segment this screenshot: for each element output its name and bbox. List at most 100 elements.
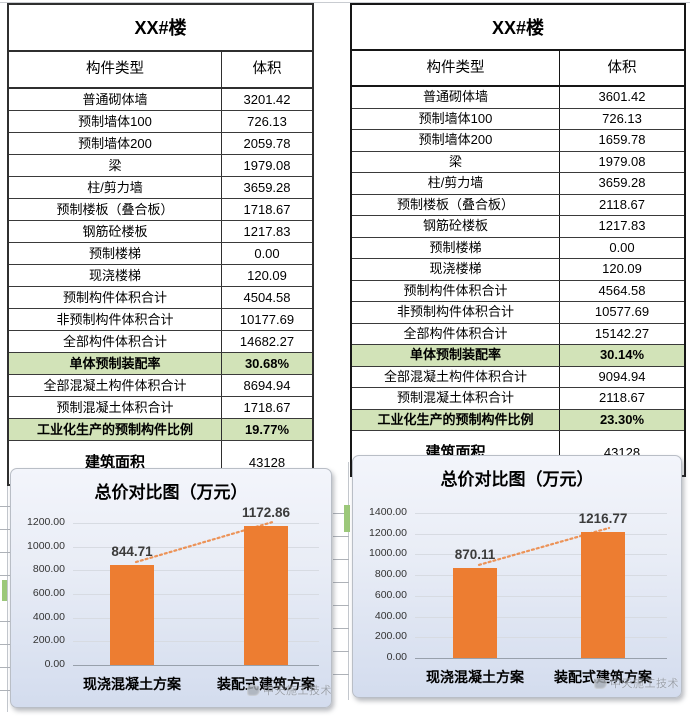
bar-value-label: 844.71: [111, 544, 153, 560]
row-label: 单体预制装配率: [352, 345, 560, 366]
chart-bar: [581, 531, 625, 658]
y-axis-tick-label: 600.00: [374, 588, 407, 601]
sheet-gridline-fragment: [0, 690, 10, 691]
bar-value-label: 870.11: [454, 546, 496, 562]
sheet-gridline-fragment: [0, 667, 10, 668]
row-label: 钢筋砼楼板: [9, 221, 222, 242]
table-body: 普通砌体墙 3201.42 预制墙体100 726.13 预制墙体200 2059.78 梁…: [9, 89, 312, 484]
table-title: XX#楼: [9, 5, 312, 52]
volume-table-right: XX#楼 构件类型 体积 普通砌体墙 3601.42 预制墙体100 726.13 预制…: [350, 3, 686, 477]
row-label: 建筑面积: [9, 441, 222, 484]
row-label: 预制墙体100: [9, 111, 222, 132]
chart-plot-area: 1400.00 1200.00 1000.00 800.00 600.00 400.00 2…: [353, 456, 681, 697]
gridline: [415, 595, 667, 597]
y-axis-tick-label: 800.00: [32, 563, 65, 576]
chart-bar: [110, 565, 154, 665]
row-value: 30.14%: [599, 347, 645, 362]
watermark-logo-icon: [247, 684, 260, 696]
row-value: 120.09: [602, 261, 642, 276]
table-row: 单体预制装配率 30.68%: [9, 353, 312, 375]
table-body: 普通砌体墙 3601.42 预制墙体100 726.13 预制墙体200 1659.78 梁…: [352, 87, 684, 475]
sheet-gridline-fragment: [333, 536, 349, 537]
sheet-gridline: [7, 466, 8, 712]
row-label: 预制混凝土体积合计: [352, 388, 560, 409]
table-row: 预制墙体100 726.13: [352, 108, 684, 130]
y-axis-tick-label: 400.00: [32, 610, 65, 623]
sheet-gridline-fragment: [333, 605, 349, 606]
row-value: 726.13: [247, 114, 287, 129]
table-row: 柱/剪力墙 3659.28: [352, 173, 684, 195]
table-row: 预制构件体积合计 4504.58: [9, 287, 312, 309]
bar-value-label: 1216.77: [578, 510, 628, 526]
sheet-gridline-fragment: [0, 575, 10, 576]
sheet-gridline-fragment: [333, 651, 349, 652]
table-row: 预制楼板（叠合板） 2118.67: [352, 194, 684, 216]
row-label: 现浇楼梯: [352, 259, 560, 280]
row-label: 预制构件体积合计: [9, 287, 222, 308]
sheet-gridline-fragment: [333, 559, 349, 560]
sheet-gridline-fragment: [333, 582, 349, 583]
row-label: 普通砌体墙: [352, 87, 560, 108]
row-value: 3601.42: [598, 89, 646, 104]
table-row: 梁 1979.08: [352, 151, 684, 173]
table-row: 非预制构件体积合计 10577.69: [352, 302, 684, 324]
table-row: 预制构件体积合计 4564.58: [352, 280, 684, 302]
x-axis-category-label: 装配式建筑方案: [217, 676, 315, 692]
row-value: 19.77%: [244, 422, 290, 437]
row-label: 预制墙体100: [352, 108, 560, 129]
row-value: 43128: [248, 455, 286, 470]
row-value: 10577.69: [594, 304, 650, 319]
watermark: 中天施工技术: [594, 675, 679, 691]
row-value: 15142.27: [594, 325, 650, 341]
row-label: 梁: [352, 151, 560, 172]
row-label: 钢筋砼楼板: [352, 216, 560, 237]
sheet-gridline: [348, 462, 349, 700]
table-row: 预制墙体200 2059.78: [9, 133, 312, 155]
watermark-text: 中天施工技术: [263, 685, 332, 697]
chart-bar: [244, 526, 288, 665]
row-value: 3201.42: [243, 92, 291, 107]
y-axis-tick-label: 1000.00: [369, 547, 407, 560]
table-row: 非预制构件体积合计 10177.69: [9, 309, 312, 331]
row-label: 现浇楼梯: [9, 265, 222, 286]
table-row: 预制楼梯 0.00: [9, 243, 312, 265]
sheet-gridline-fragment: [0, 506, 10, 507]
price-comparison-chart-right: 总价对比图（万元） 1400.00 1200.00 1000.00 800.00 600…: [352, 455, 682, 698]
row-value: 1217.83: [243, 224, 291, 239]
sheet-gridline-fragment: [333, 513, 349, 514]
table-row: 普通砌体墙 3601.42: [352, 87, 684, 109]
gridline: [73, 570, 319, 572]
y-axis-tick-label: 0.00: [44, 658, 65, 670]
table-row: 柱/剪力墙 3659.28: [9, 177, 312, 199]
row-value: 0.00: [254, 246, 280, 261]
row-label: 全部混凝土构件体积合计: [9, 375, 222, 396]
row-label: 梁: [9, 155, 222, 176]
row-value: 1979.08: [243, 158, 291, 173]
table-row: 预制混凝土体积合计 1718.67: [9, 397, 312, 419]
x-axis-category-label: 装配式建筑方案: [554, 669, 652, 685]
gridline: [73, 641, 319, 643]
table-row: 钢筋砼楼板 1217.83: [352, 216, 684, 238]
volume-table-left: XX#楼 构件类型 体积 普通砌体墙 3201.42 预制墙体100 726.13 预制…: [7, 3, 314, 486]
row-value: 2118.67: [598, 390, 646, 405]
table-row: 现浇楼梯 120.09: [9, 265, 312, 287]
row-value: 30.68%: [244, 356, 290, 371]
table-row: 全部构件体积合计 14682.27: [9, 331, 312, 353]
chart-bar: [453, 567, 497, 658]
row-label: 预制楼板（叠合板）: [9, 199, 222, 220]
table-row: 梁 1979.08: [9, 155, 312, 177]
watermark: 中天施工技术: [247, 682, 332, 698]
column-header-volume: 体积: [252, 61, 282, 77]
bar-value-label: 1172.86: [241, 505, 291, 521]
table-row: 建筑面积 43128: [9, 441, 312, 484]
row-value: 1718.67: [243, 400, 291, 415]
row-label: 全部构件体积合计: [9, 331, 222, 352]
row-label: 柱/剪力墙: [352, 173, 560, 194]
sheet-gridline-fragment: [0, 552, 10, 553]
gridline: [415, 575, 667, 577]
column-header-component-type: 构件类型: [9, 52, 222, 87]
y-axis-tick-label: 800.00: [374, 568, 407, 581]
green-cell-fragment: [2, 580, 7, 601]
gridline: [415, 513, 667, 514]
sheet-gridline-fragment: [0, 529, 10, 530]
